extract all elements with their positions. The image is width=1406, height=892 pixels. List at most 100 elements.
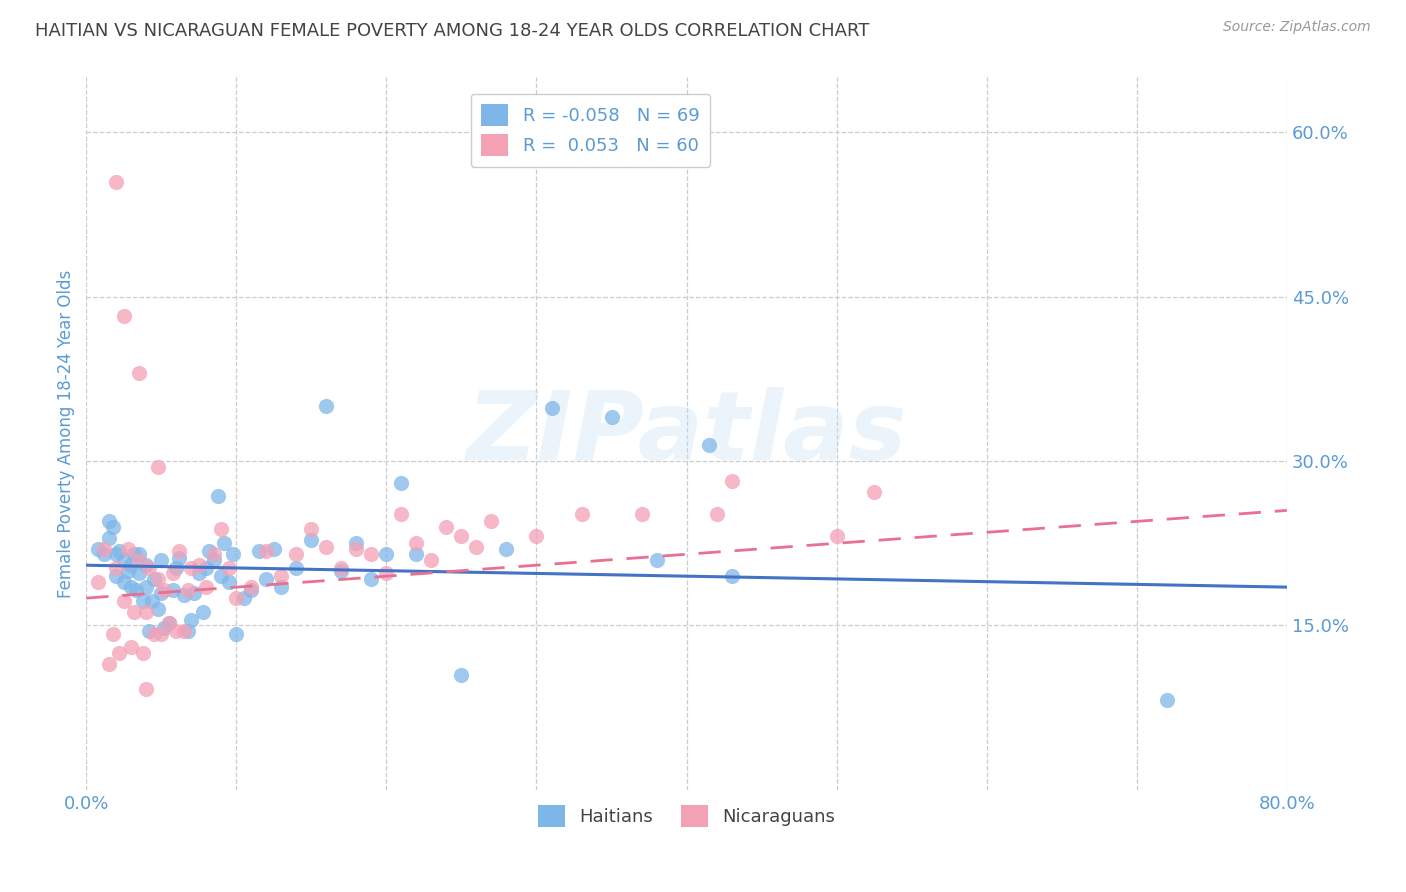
Point [187,566,209,580]
Point [198,544,221,558]
Point [157,616,180,631]
Point [97,531,120,545]
Point [465,540,488,554]
Point [481,514,503,528]
Point [207,489,229,503]
Point [330,561,353,575]
Point [128,367,150,381]
Point [285,561,308,575]
Point [153,583,176,598]
Point [173,588,195,602]
Point [150,585,173,599]
Point [270,580,292,594]
Point [495,541,517,556]
Point [232,591,254,606]
Point [218,561,240,575]
Point [124,547,146,561]
Point [142,627,165,641]
Point [108,646,131,660]
Point [103,520,125,534]
Point [128,547,150,561]
Point [180,613,202,627]
Point [299,533,322,547]
Point [135,580,157,594]
Point [863,484,886,499]
Point [125,583,148,598]
Point [270,569,292,583]
Y-axis label: Female Poverty Among 18-24 Year Olds: Female Poverty Among 18-24 Year Olds [58,269,75,598]
Point [180,561,202,575]
Point [97,657,120,671]
Point [93,547,115,561]
Point [169,544,191,558]
Point [148,602,170,616]
Point [391,507,413,521]
Point [93,541,115,556]
Point [135,605,157,619]
Point [132,594,155,608]
Point [135,558,157,573]
Point [148,573,170,587]
Point [285,547,308,561]
Point [117,541,139,556]
Point [254,544,277,558]
Point [420,553,443,567]
Point [344,536,367,550]
Point [202,553,225,567]
Point [150,627,173,641]
Point [128,553,150,567]
Point [132,646,155,660]
Point [112,574,135,589]
Point [240,580,263,594]
Point [405,536,427,550]
Point [360,547,382,561]
Point [187,558,209,573]
Point [405,547,427,561]
Point [225,627,247,641]
Point [165,624,187,638]
Text: Source: ZipAtlas.com: Source: ZipAtlas.com [1223,20,1371,34]
Point [173,624,195,638]
Point [195,580,218,594]
Point [315,399,337,413]
Point [630,507,652,521]
Point [193,605,215,619]
Point [571,507,593,521]
Point [344,541,367,556]
Point [720,474,742,488]
Point [526,528,548,542]
Point [138,624,160,638]
Point [375,547,398,561]
Text: ZIPatlas: ZIPatlas [467,387,907,480]
Point [391,475,413,490]
Point [225,591,247,606]
Point [141,594,163,608]
Point [247,544,270,558]
Point [263,541,285,556]
Point [825,528,848,542]
Text: HAITIAN VS NICARAGUAN FEMALE POVERTY AMONG 18-24 YEAR OLDS CORRELATION CHART: HAITIAN VS NICARAGUAN FEMALE POVERTY AMO… [35,22,869,40]
Point [360,573,382,587]
Point [120,640,142,655]
Point [218,574,240,589]
Point [375,566,398,580]
Point [177,624,200,638]
Point [97,514,120,528]
Point [112,594,135,608]
Point [1156,693,1178,707]
Point [706,507,728,521]
Point [165,561,187,575]
Point [162,566,184,580]
Point [112,310,135,324]
Point [157,616,180,631]
Point [214,536,236,550]
Point [138,561,160,575]
Point [450,528,472,542]
Point [103,627,125,641]
Point [87,541,110,556]
Point [330,564,353,578]
Point [128,566,150,580]
Point [540,401,562,416]
Point [120,580,142,594]
Point [436,520,458,534]
